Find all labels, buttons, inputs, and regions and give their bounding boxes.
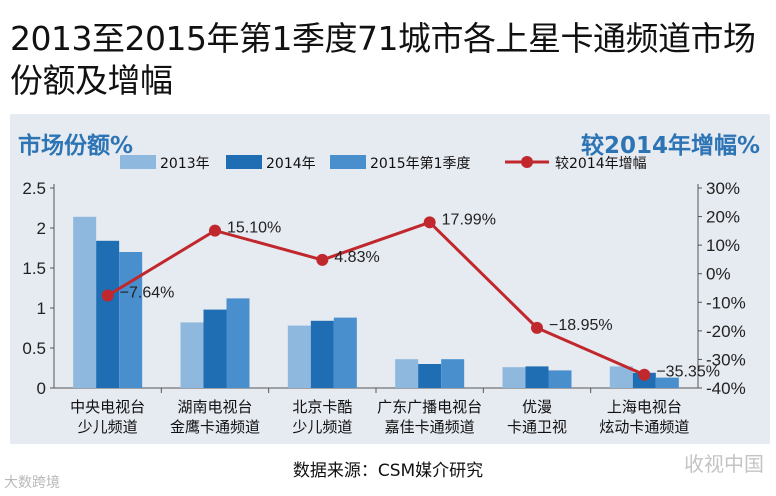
category-label: 嘉佳卡通频道 — [385, 418, 475, 436]
right-tick-label: 20% — [706, 208, 740, 227]
category-label: 少儿频道 — [292, 418, 352, 436]
legend-marker — [521, 156, 533, 168]
growth-label: −18.95% — [549, 317, 613, 334]
left-tick-label: 2 — [37, 219, 46, 238]
bar — [395, 359, 419, 388]
growth-label: 15.10% — [227, 220, 281, 237]
bar — [609, 366, 633, 388]
bar — [655, 377, 679, 388]
bar — [119, 252, 143, 388]
growth-label: −35.35% — [656, 364, 720, 381]
legend-swatch — [330, 155, 366, 169]
bar — [73, 216, 97, 388]
bar — [287, 325, 311, 388]
watermark-right: 收视中国 — [684, 452, 764, 476]
bar — [203, 309, 227, 388]
category-label: 优漫 — [522, 398, 552, 416]
growth-point — [209, 224, 221, 237]
bar — [441, 359, 465, 388]
bar — [310, 320, 334, 388]
category-label: 金鹰卡通频道 — [170, 418, 260, 436]
left-tick-label: 0.5 — [22, 339, 46, 358]
growth-point — [316, 253, 329, 266]
category-label: 少儿频道 — [78, 418, 138, 436]
growth-point — [101, 289, 114, 302]
category-label: 湖南电视台 — [177, 398, 252, 416]
category-label: 上海电视台 — [607, 398, 682, 416]
category-label: 广东广播电视台 — [377, 398, 482, 416]
growth-point — [638, 368, 651, 381]
bar — [525, 366, 549, 388]
bar — [96, 240, 120, 388]
legend-label: 2013年 — [160, 156, 210, 172]
growth-point — [423, 216, 436, 229]
category-label: 中央电视台 — [70, 398, 145, 416]
legend-label: 2015年第1季度 — [370, 155, 471, 172]
left-tick-label: 2.5 — [22, 179, 46, 198]
bar — [333, 317, 357, 388]
bar — [180, 322, 204, 388]
right-tick-label: -30% — [706, 350, 746, 369]
category-label: 炫动卡通频道 — [599, 418, 689, 436]
right-axis-title: 较2014年增幅% — [580, 133, 760, 159]
watermark-left: 大数跨境 — [4, 474, 60, 490]
right-tick-label: -20% — [706, 322, 746, 341]
legend-label: 较2014年增幅 — [555, 156, 647, 172]
bar — [548, 370, 572, 388]
left-tick-label: 0 — [37, 379, 46, 398]
growth-line — [106, 220, 645, 377]
data-source: 数据来源：CSM媒介研究 — [292, 461, 484, 481]
category-label: 北京卡酷 — [292, 398, 352, 416]
left-tick-label: 1 — [37, 299, 46, 318]
legend-label: 2014年 — [266, 156, 316, 172]
bar — [502, 367, 526, 388]
right-tick-label: 10% — [706, 236, 740, 255]
chart-title: 2013至2015年第1季度71城市各上星卡通频道市场份额及增幅 — [10, 19, 756, 100]
bar — [226, 298, 250, 388]
left-axis-title: 市场份额% — [18, 133, 134, 159]
legend-swatch — [120, 155, 156, 169]
growth-label: 17.99% — [442, 211, 496, 228]
right-tick-label: 30% — [706, 179, 740, 198]
bar — [418, 364, 442, 388]
growth-point — [531, 321, 543, 334]
left-tick-label: 1.5 — [22, 259, 46, 278]
right-tick-label: -40% — [706, 379, 746, 398]
legend-swatch — [226, 155, 262, 169]
category-label: 卡通卫视 — [507, 418, 567, 436]
growth-label: −7.64% — [120, 285, 175, 302]
right-tick-label: -10% — [706, 293, 746, 312]
growth-label: 4.83% — [334, 249, 379, 266]
right-tick-label: 0% — [706, 265, 731, 284]
